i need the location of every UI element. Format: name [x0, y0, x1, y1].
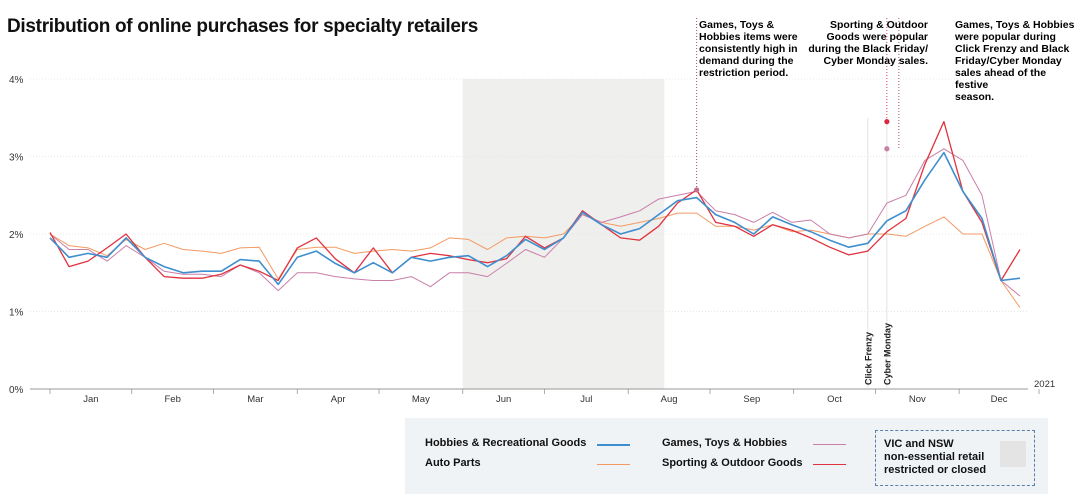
legend-region-line: non-essential retail — [884, 451, 985, 463]
year-label: 2021 — [1034, 379, 1055, 390]
y-tick-label: 0% — [9, 385, 24, 396]
annotation-line: Games, Toys & — [699, 19, 775, 31]
line-chart: 0% 1% 2% 3% 4% Jan Feb Mar Apr May Jun Jul Aug Sep Oct… — [9, 18, 1055, 405]
x-tick-label: Mar — [247, 394, 263, 405]
x-tick-label: Oct — [827, 394, 842, 405]
legend: Hobbies & Recreational Goods Auto Parts … — [405, 418, 1048, 494]
legend-swatch-games — [813, 444, 846, 445]
series-line-hobbies-recreational-goods — [49, 151, 1021, 286]
annotation-games-restriction: Games, Toys & Hobbies items were consist… — [699, 19, 798, 79]
highlight-point — [694, 187, 700, 193]
highlight-point — [884, 119, 890, 125]
x-tick-label: Sep — [743, 394, 760, 405]
annotation-line: consistently high in — [699, 43, 798, 55]
legend-region-box: VIC and NSW non-essential retail restric… — [875, 430, 1035, 486]
legend-label-sporting: Sporting & Outdoor Goods — [662, 457, 803, 469]
annotation-line: Friday/Cyber Monday — [955, 55, 1062, 67]
annotation-games-click-frenzy: Games, Toys & Hobbies were popular durin… — [955, 19, 1080, 103]
chart-title: Distribution of online purchases for spe… — [7, 16, 478, 37]
x-tick-label: Aug — [661, 394, 678, 405]
annotation-line: Goods were popular — [826, 31, 928, 43]
event-label: Cyber Monday — [882, 323, 892, 385]
y-tick-label: 4% — [9, 75, 24, 86]
annotation-sporting-black-friday: Sporting & Outdoor Goods were popular du… — [806, 19, 928, 67]
x-tick-label: May — [412, 394, 430, 405]
highlight-point — [884, 146, 890, 152]
y-tick-label: 1% — [9, 308, 24, 319]
annotation-line: restriction period. — [699, 67, 789, 79]
legend-label-hobbies: Hobbies & Recreational Goods — [425, 437, 587, 449]
legend-swatch-sporting — [813, 464, 846, 465]
x-tick-label: Nov — [909, 394, 926, 405]
x-tick-label: Jul — [580, 394, 592, 405]
annotation-line: Click Frenzy and Black — [955, 43, 1070, 55]
annotation-line: Cyber Monday sales. — [823, 55, 928, 67]
annotation-line: were popular during — [955, 31, 1056, 43]
annotation-line: during the Black Friday/ — [808, 43, 928, 55]
x-tick-label: Jun — [496, 394, 511, 405]
legend-label-auto-parts: Auto Parts — [425, 457, 481, 469]
x-tick-label: Jan — [83, 394, 98, 405]
annotation-line: Hobbies items were — [699, 31, 798, 43]
annotation-line: sales ahead of the festive — [955, 67, 1047, 91]
series-line-sporting-outdoor-goods — [49, 120, 1021, 282]
x-tick-label: Feb — [164, 394, 180, 405]
x-tick-label: Dec — [991, 394, 1008, 405]
annotation-line: Games, Toys & Hobbies — [955, 19, 1075, 31]
y-tick-label: 2% — [9, 230, 24, 241]
x-tick-label: Apr — [331, 394, 346, 405]
legend-label-games: Games, Toys & Hobbies — [662, 437, 788, 449]
legend-swatch-auto-parts — [597, 464, 630, 465]
annotation-line: Sporting & Outdoor — [830, 19, 928, 31]
y-tick-label: 3% — [9, 153, 24, 164]
annotation-line: demand during the — [699, 55, 794, 67]
legend-swatch-hobbies — [597, 444, 630, 446]
annotation-line: season. — [955, 91, 995, 103]
legend-region-label: VIC and NSW non-essential retail restric… — [884, 438, 986, 477]
legend-region-line: restricted or closed — [884, 464, 987, 476]
event-label: Click Frenzy — [863, 332, 873, 385]
legend-region-swatch — [1000, 441, 1026, 467]
series-line-games-toys-hobbies — [49, 148, 1021, 297]
legend-region-line: VIC and NSW — [884, 438, 954, 450]
